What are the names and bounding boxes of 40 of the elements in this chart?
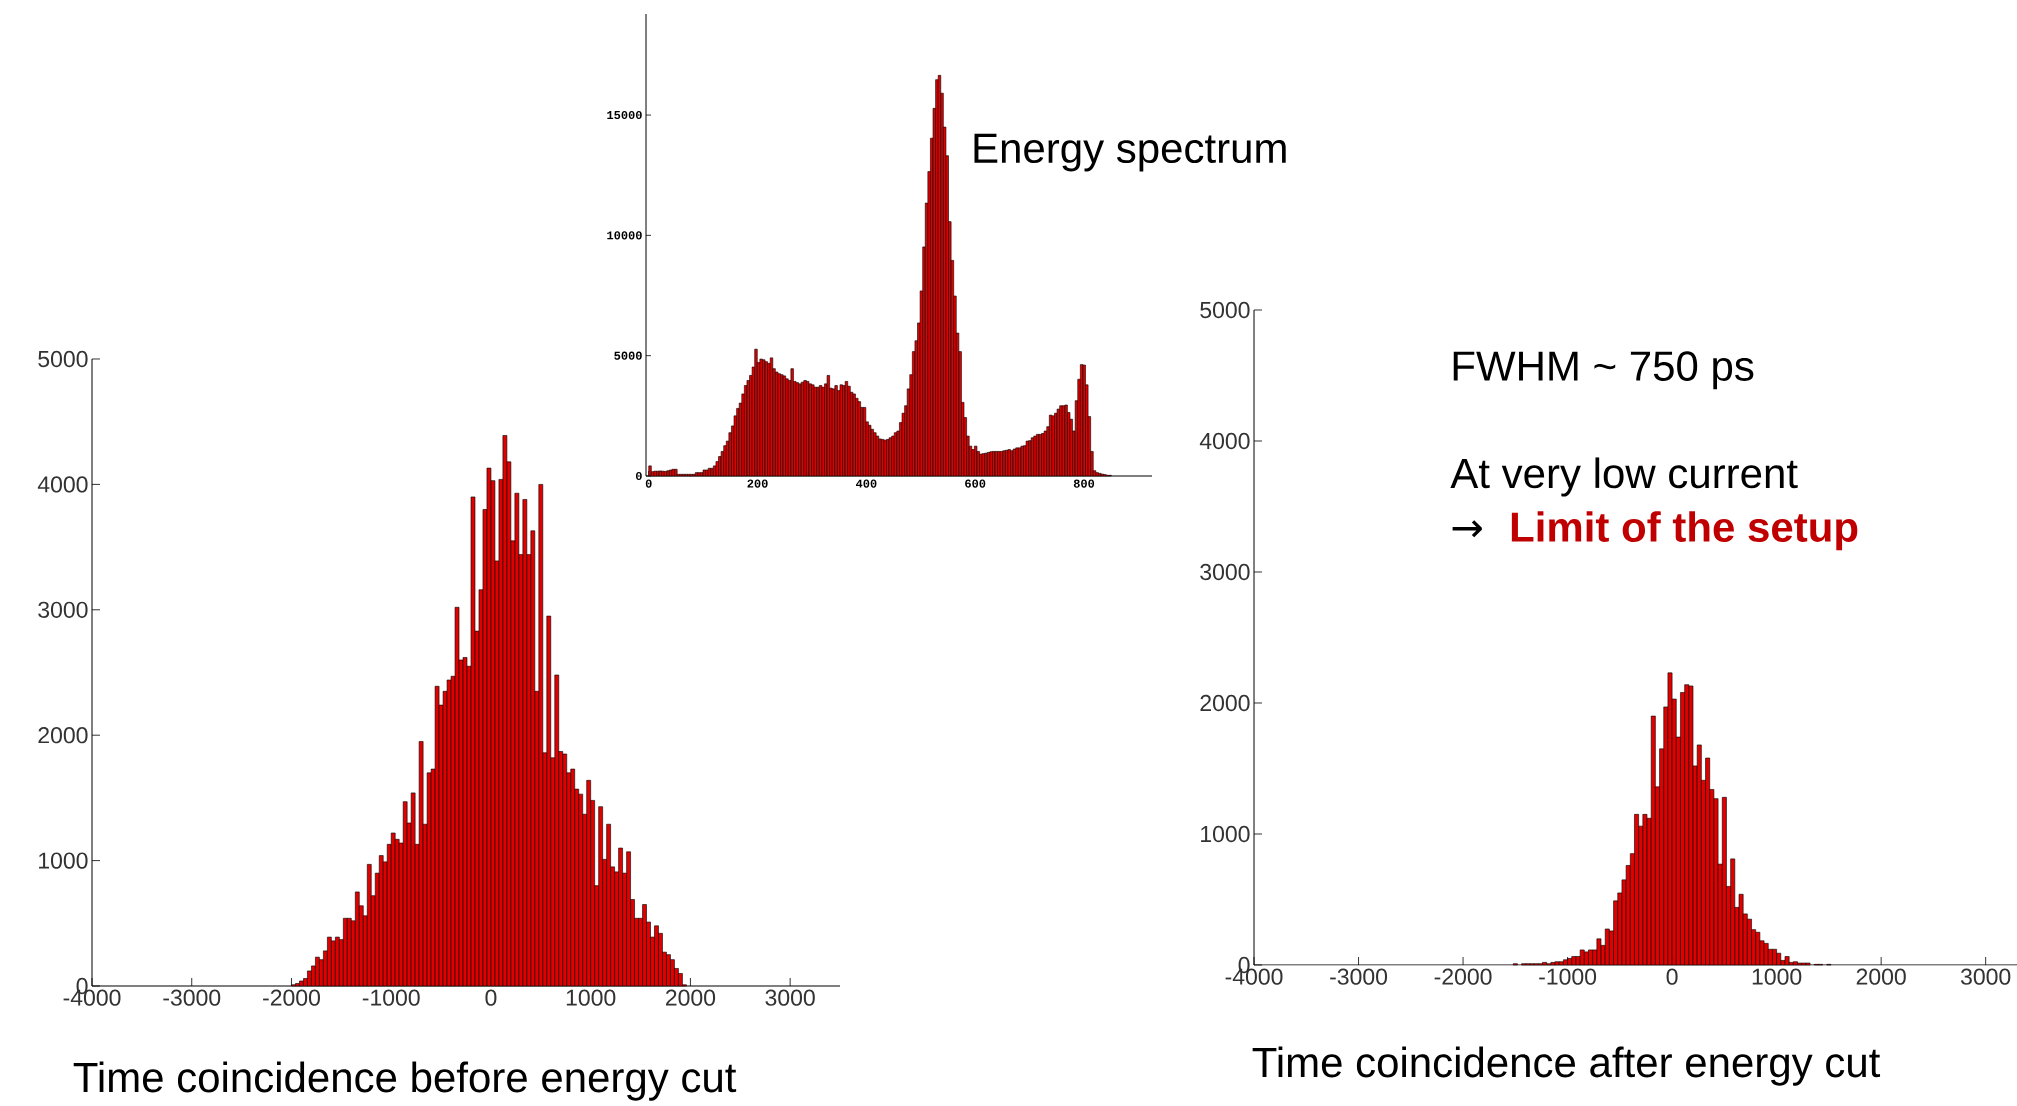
y-tick-label: 15000 [607,110,642,120]
x-tick-label: 600 [965,479,986,488]
y-tick-label: 1000 [1201,825,1250,843]
annotation: At very low current [1450,457,1798,497]
x-tick-label: 0 [485,989,497,1006]
y-tick-label: 4000 [1199,432,1250,450]
annotation: Energy spectrum [974,133,1286,172]
annotation: FWHM ~ 750 ps [1453,351,1754,390]
y-tick-label: 5000 [614,351,642,360]
x-tick-label: -1000 [362,989,420,1006]
y-tick-label: 5000 [38,350,88,368]
x-tick-label: 2000 [665,989,716,1006]
y-tick-label: 10000 [607,231,642,240]
x-tick-label: 400 [855,479,877,488]
x-tick-label: 0 [645,479,652,488]
x-tick-label: 2000 [1856,968,1906,985]
y-tick-label: 2000 [1200,694,1250,712]
x-axis-title: Time coincidence before energy cut [73,1061,737,1101]
y-tick-label: 3000 [1200,563,1250,581]
x-tick-label: 1000 [1752,968,1802,985]
x-tick-label: -2000 [263,989,320,1006]
x-tick-label: -3000 [1330,968,1388,985]
x-tick-label: 3000 [765,989,815,1006]
y-tick-label: 4000 [37,476,88,493]
y-tick-label: 3000 [38,601,88,618]
x-tick-label: 0 [1666,968,1678,985]
x-tick-label: -2000 [1434,968,1492,985]
x-tick-label: 3000 [1960,968,2011,985]
annotation: Limit of the setup [1511,511,1858,551]
x-tick-label: 200 [747,479,768,488]
y-tick-label: 0 [635,471,642,481]
x-tick-label: -3000 [163,989,221,1006]
x-axis-title: Time coincidence after energy cut [1252,1046,1881,1086]
y-tick-label: 2000 [38,727,88,744]
y-tick-label: 5000 [1200,301,1250,319]
x-tick-label: 1000 [566,989,616,1006]
x-tick-label: 800 [1073,479,1095,488]
x-tick-label: -1000 [1539,968,1597,985]
annotation: → [1452,520,1482,538]
y-tick-label: 1000 [39,852,88,869]
